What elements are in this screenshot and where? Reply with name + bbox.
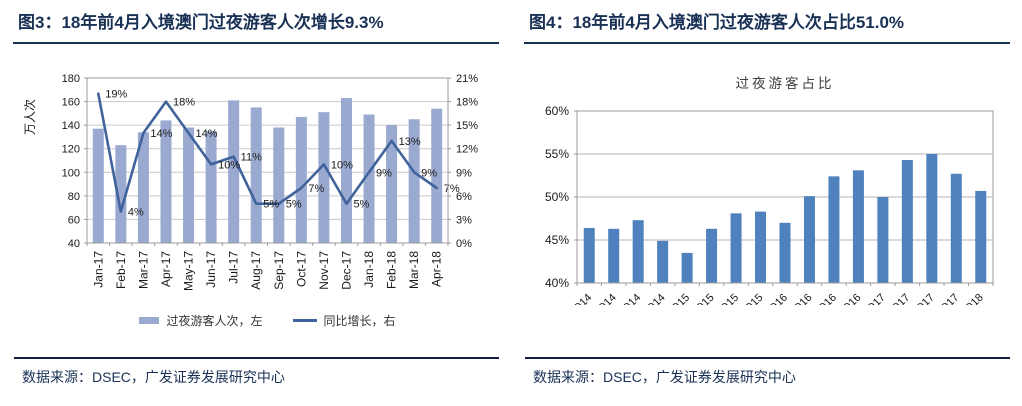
svg-text:9%: 9% bbox=[456, 167, 472, 179]
svg-text:21%: 21% bbox=[456, 73, 478, 85]
svg-text:50%: 50% bbox=[545, 190, 569, 204]
svg-text:14%: 14% bbox=[150, 128, 172, 140]
svg-text:1Q15: 1Q15 bbox=[665, 292, 693, 305]
svg-text:过夜游客占比: 过夜游客占比 bbox=[736, 75, 835, 91]
svg-text:160: 160 bbox=[62, 97, 80, 109]
svg-text:7%: 7% bbox=[308, 183, 324, 195]
svg-text:万人次: 万人次 bbox=[23, 99, 37, 135]
figure3-source-rule bbox=[14, 357, 499, 359]
line-series-label: 同比增长，右 bbox=[323, 313, 396, 328]
svg-text:Sep-17: Sep-17 bbox=[272, 251, 286, 290]
svg-text:Jun-17: Jun-17 bbox=[204, 251, 218, 288]
svg-text:10%: 10% bbox=[331, 159, 353, 171]
svg-text:9%: 9% bbox=[376, 167, 392, 179]
svg-text:40: 40 bbox=[68, 238, 80, 250]
figure3-legend: 过夜游客人次，左 同比增长，右 bbox=[87, 310, 448, 330]
figure3-panel: 图3：18年前4月入境澳门过夜游客人次增长9.3% 40 60 80 100 120 14… bbox=[13, 13, 499, 385]
svg-text:12%: 12% bbox=[456, 144, 478, 156]
svg-text:18%: 18% bbox=[173, 97, 195, 109]
svg-text:7%: 7% bbox=[444, 183, 460, 195]
svg-text:1Q17: 1Q17 bbox=[860, 292, 888, 305]
figure3-title-rule bbox=[13, 42, 499, 44]
legend-item-bar-series: 过夜游客人次，左 bbox=[139, 312, 263, 329]
svg-text:120: 120 bbox=[62, 144, 80, 156]
svg-text:80: 80 bbox=[68, 191, 80, 203]
svg-text:3Q16: 3Q16 bbox=[812, 292, 840, 305]
svg-text:Aug-17: Aug-17 bbox=[249, 251, 263, 290]
svg-text:May-17: May-17 bbox=[182, 251, 196, 291]
svg-text:6%: 6% bbox=[456, 191, 472, 203]
svg-text:Nov-17: Nov-17 bbox=[317, 251, 331, 290]
svg-text:180: 180 bbox=[62, 73, 80, 85]
svg-text:11%: 11% bbox=[241, 152, 262, 164]
svg-text:Mar-18: Mar-18 bbox=[407, 251, 421, 289]
figure3-title: 图3：18年前4月入境澳门过夜游客人次增长9.3% bbox=[18, 13, 384, 32]
bar-series-label: 过夜游客人次，左 bbox=[166, 313, 263, 328]
svg-text:4%: 4% bbox=[128, 207, 144, 219]
figure4-title-rule bbox=[524, 42, 1010, 44]
svg-text:3Q14: 3Q14 bbox=[616, 292, 644, 305]
svg-text:13%: 13% bbox=[399, 136, 421, 148]
figure4-panel: 图4：18年前4月入境澳门过夜游客人次占比51.0% 过夜游客占比 40% 45% 5… bbox=[511, 0, 1022, 406]
svg-text:4Q17: 4Q17 bbox=[934, 292, 962, 305]
svg-text:40%: 40% bbox=[545, 276, 569, 290]
svg-text:100: 100 bbox=[62, 167, 80, 179]
figure3-source: 数据来源：DSEC，广发证券发展研究中心 bbox=[22, 369, 285, 385]
svg-text:4Q16: 4Q16 bbox=[836, 292, 864, 305]
svg-text:1Q16: 1Q16 bbox=[763, 292, 791, 305]
figure4-title: 图4：18年前4月入境澳门过夜游客人次占比51.0% bbox=[529, 13, 905, 32]
svg-text:1Q18: 1Q18 bbox=[958, 292, 986, 305]
svg-text:2Q14: 2Q14 bbox=[591, 292, 619, 305]
svg-text:10%: 10% bbox=[218, 159, 240, 171]
svg-text:2Q17: 2Q17 bbox=[885, 292, 913, 305]
svg-text:2Q16: 2Q16 bbox=[787, 292, 815, 305]
svg-text:Apr-18: Apr-18 bbox=[430, 251, 444, 287]
figure4-source: 数据来源：DSEC，广发证券发展研究中心 bbox=[533, 369, 796, 385]
svg-text:1Q14: 1Q14 bbox=[567, 292, 595, 305]
figure4-chart: 过夜游客占比40%45%50%55%60%1Q142Q143Q144Q141Q1… bbox=[545, 75, 994, 305]
svg-text:4Q14: 4Q14 bbox=[640, 292, 668, 305]
svg-text:5%: 5% bbox=[286, 199, 302, 211]
svg-text:55%: 55% bbox=[545, 147, 569, 161]
svg-text:2Q15: 2Q15 bbox=[689, 292, 717, 305]
svg-text:Feb-17: Feb-17 bbox=[114, 251, 128, 289]
line-series-swatch bbox=[292, 318, 317, 322]
svg-text:Oct-17: Oct-17 bbox=[294, 251, 308, 287]
svg-text:Mar-17: Mar-17 bbox=[136, 251, 150, 289]
figure4-source-rule bbox=[525, 357, 1010, 359]
svg-text:60%: 60% bbox=[545, 104, 569, 118]
svg-text:Feb-18: Feb-18 bbox=[385, 251, 399, 289]
svg-text:3%: 3% bbox=[456, 214, 472, 226]
svg-text:Dec-17: Dec-17 bbox=[339, 251, 353, 290]
svg-text:3Q15: 3Q15 bbox=[714, 292, 742, 305]
svg-text:15%: 15% bbox=[456, 120, 478, 132]
svg-text:Jan-17: Jan-17 bbox=[91, 251, 105, 288]
svg-text:19%: 19% bbox=[105, 89, 127, 101]
svg-text:60: 60 bbox=[68, 214, 80, 226]
svg-text:5%: 5% bbox=[353, 199, 369, 211]
svg-text:140: 140 bbox=[62, 120, 80, 132]
legend-item-line-series: 同比增长，右 bbox=[292, 312, 396, 329]
svg-text:14%: 14% bbox=[196, 128, 218, 140]
svg-text:Jul-17: Jul-17 bbox=[227, 251, 241, 284]
figure3-chart: 40 60 80 100 120 140 160 180 0% 3% 6% 9% 12% 15% 18% 21… bbox=[23, 73, 478, 291]
svg-text:18%: 18% bbox=[456, 97, 478, 109]
svg-text:0%: 0% bbox=[456, 238, 472, 250]
svg-text:Jan-18: Jan-18 bbox=[362, 251, 376, 288]
svg-text:Apr-17: Apr-17 bbox=[159, 251, 173, 287]
svg-text:4Q15: 4Q15 bbox=[738, 292, 766, 305]
bar-series-swatch bbox=[139, 316, 160, 324]
svg-text:3Q17: 3Q17 bbox=[909, 292, 937, 305]
svg-text:45%: 45% bbox=[545, 233, 569, 247]
svg-text:5%: 5% bbox=[263, 199, 279, 211]
svg-text:9%: 9% bbox=[421, 167, 437, 179]
